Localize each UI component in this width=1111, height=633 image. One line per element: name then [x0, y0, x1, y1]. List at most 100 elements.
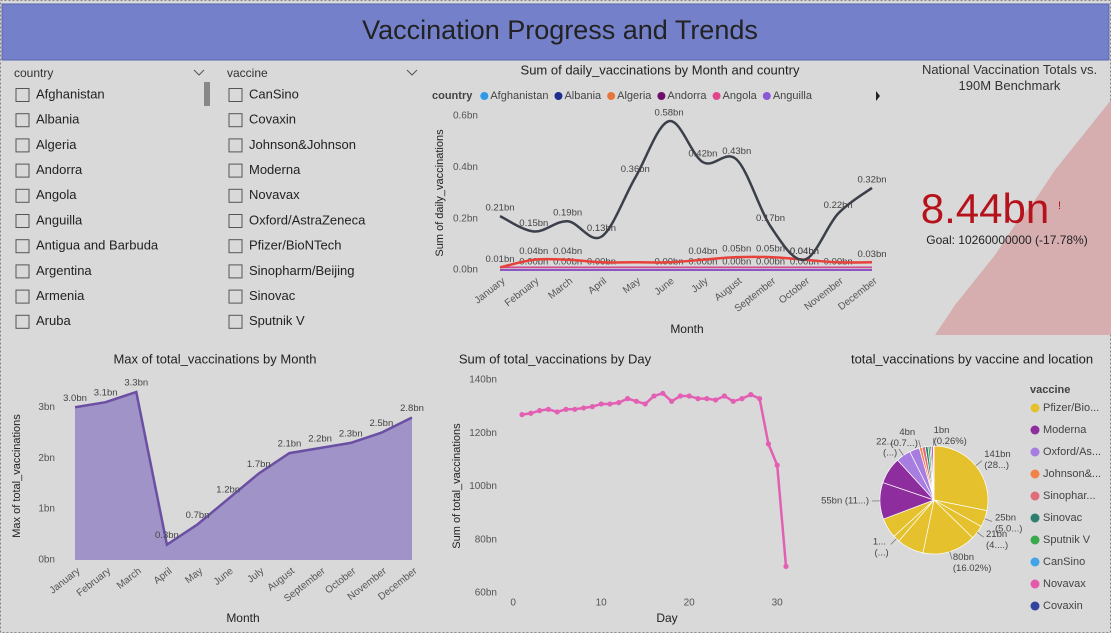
- point: [581, 405, 587, 411]
- slicer-item[interactable]: Covaxin: [249, 112, 296, 127]
- checkbox[interactable]: [15, 163, 30, 178]
- legend-swatch: [1030, 601, 1040, 611]
- legend-swatch: [1030, 469, 1040, 479]
- slicer-item[interactable]: CanSino: [249, 86, 299, 101]
- legend-label[interactable]: Covaxin: [1043, 600, 1083, 612]
- slicer-item[interactable]: Aruba: [36, 313, 71, 328]
- legend-label[interactable]: Oxford/As...: [1043, 446, 1101, 458]
- legend-label[interactable]: CanSino: [1043, 556, 1085, 568]
- point: [686, 393, 692, 399]
- slicer-item[interactable]: Algeria: [36, 137, 77, 152]
- legend-label[interactable]: Pfizer/Bio...: [1043, 402, 1099, 414]
- slicer-item[interactable]: Afghanistan: [36, 86, 105, 101]
- checkbox[interactable]: [15, 88, 30, 102]
- slicer-dropdown[interactable]: [193, 69, 205, 76]
- checkbox[interactable]: [228, 163, 243, 178]
- y-tick-label: 120bn: [469, 428, 497, 439]
- slicer-item[interactable]: Sinovac: [249, 288, 296, 303]
- slicer-item[interactable]: Antigua and Barbuda: [36, 238, 159, 253]
- legend-label[interactable]: Moderna: [1043, 424, 1087, 436]
- point: [563, 406, 569, 412]
- y-tick-label: 60bn: [475, 588, 497, 599]
- checkbox[interactable]: [15, 264, 30, 279]
- legend-label[interactable]: Andorra: [667, 90, 707, 102]
- data-label: 21bn (4....): [986, 528, 1010, 550]
- checkbox[interactable]: [15, 314, 30, 329]
- leader-line: [976, 532, 984, 538]
- checkbox[interactable]: [228, 264, 243, 279]
- x-tick-label: 10: [596, 598, 608, 609]
- checkbox[interactable]: [228, 214, 243, 228]
- point: [607, 401, 613, 407]
- slicer-item[interactable]: Albania: [36, 112, 80, 127]
- data-label: 2.2bn: [308, 434, 332, 445]
- point: [669, 398, 675, 404]
- data-label: 0.00bn: [553, 257, 582, 268]
- checkbox[interactable]: [15, 138, 30, 153]
- data-label: 0.05bn: [722, 244, 751, 255]
- checkbox[interactable]: [15, 188, 30, 203]
- data-label: 0.05bn: [756, 244, 785, 255]
- data-label: 2.5bn: [369, 418, 393, 429]
- x-axis-title: Month: [670, 322, 703, 336]
- slicer-item[interactable]: Angola: [36, 187, 77, 202]
- legend-label[interactable]: Sinovac: [1043, 512, 1083, 524]
- slicer-item[interactable]: Anguilla: [36, 212, 83, 227]
- legend-label[interactable]: Johnson&...: [1043, 468, 1101, 480]
- slicer-item[interactable]: Oxford/AstraZeneca: [249, 212, 366, 227]
- checkbox[interactable]: [15, 289, 30, 304]
- y-tick-label: 0bn: [38, 555, 55, 566]
- checkbox[interactable]: [228, 113, 243, 128]
- checkbox[interactable]: [228, 188, 243, 203]
- legend-swatch: [1030, 513, 1040, 523]
- legend-label[interactable]: Novavax: [1043, 578, 1086, 590]
- legend-swatch: [1030, 447, 1040, 457]
- legend-label[interactable]: Sputnik V: [1043, 534, 1091, 546]
- checkbox[interactable]: [228, 88, 243, 102]
- legend-label[interactable]: Sinophar...: [1043, 490, 1096, 502]
- slicer-item[interactable]: Johnson&Johnson: [249, 137, 356, 152]
- slicer-item[interactable]: Moderna: [249, 162, 301, 177]
- slicer-item[interactable]: Argentina: [36, 263, 92, 278]
- y-tick-label: 3bn: [38, 402, 55, 413]
- page-title: Vaccination Progress and Trends: [362, 15, 758, 45]
- legend-swatch: [480, 92, 489, 100]
- slicer-item[interactable]: Novavax: [249, 187, 300, 202]
- data-label: 25bn (5.0...): [995, 512, 1022, 534]
- checkbox[interactable]: [228, 138, 243, 153]
- slicer-item[interactable]: Andorra: [36, 162, 83, 177]
- checkbox[interactable]: [228, 314, 243, 329]
- legend-label[interactable]: Anguilla: [773, 90, 813, 102]
- checkbox[interactable]: [228, 239, 243, 254]
- legend-next-arrow[interactable]: [876, 91, 880, 101]
- checkbox[interactable]: [15, 113, 30, 128]
- legend-label[interactable]: Algeria: [617, 90, 652, 102]
- data-label: 3.3bn: [124, 378, 148, 389]
- legend-label[interactable]: Afghanistan: [490, 90, 548, 102]
- data-label: 0.00bn: [722, 257, 751, 268]
- data-label: 0.21bn: [485, 203, 514, 214]
- legend-label[interactable]: Albania: [564, 90, 602, 102]
- slicer-item[interactable]: Sinopharm/Beijing: [249, 263, 355, 278]
- slicer-item[interactable]: Pfizer/BioNTech: [249, 238, 341, 253]
- checkbox[interactable]: [15, 214, 30, 228]
- checkbox[interactable]: [15, 239, 30, 254]
- pie-slice[interactable]: [922, 499, 974, 555]
- data-label: 1bn (0.26%): [934, 425, 967, 447]
- x-axis-title: Month: [226, 611, 259, 625]
- leader-line: [898, 448, 904, 456]
- slicer-dropdown[interactable]: [406, 69, 418, 76]
- slicer-item[interactable]: Sputnik V: [249, 313, 305, 328]
- slicer-item[interactable]: Armenia: [36, 288, 85, 303]
- point: [704, 396, 710, 402]
- slicer-scrollbar[interactable]: [204, 82, 210, 106]
- data-label: 0.17bn: [756, 213, 785, 224]
- y-tick-label: 80bn: [475, 534, 497, 545]
- checkbox[interactable]: [228, 289, 243, 304]
- point: [589, 404, 596, 410]
- data-label: 0.03bn: [857, 249, 886, 260]
- legend-label[interactable]: Angola: [723, 90, 758, 102]
- pie-slice[interactable]: [933, 445, 989, 512]
- kpi-trend-background: [935, 100, 1111, 335]
- kpi-alert-icon: !: [1058, 200, 1061, 212]
